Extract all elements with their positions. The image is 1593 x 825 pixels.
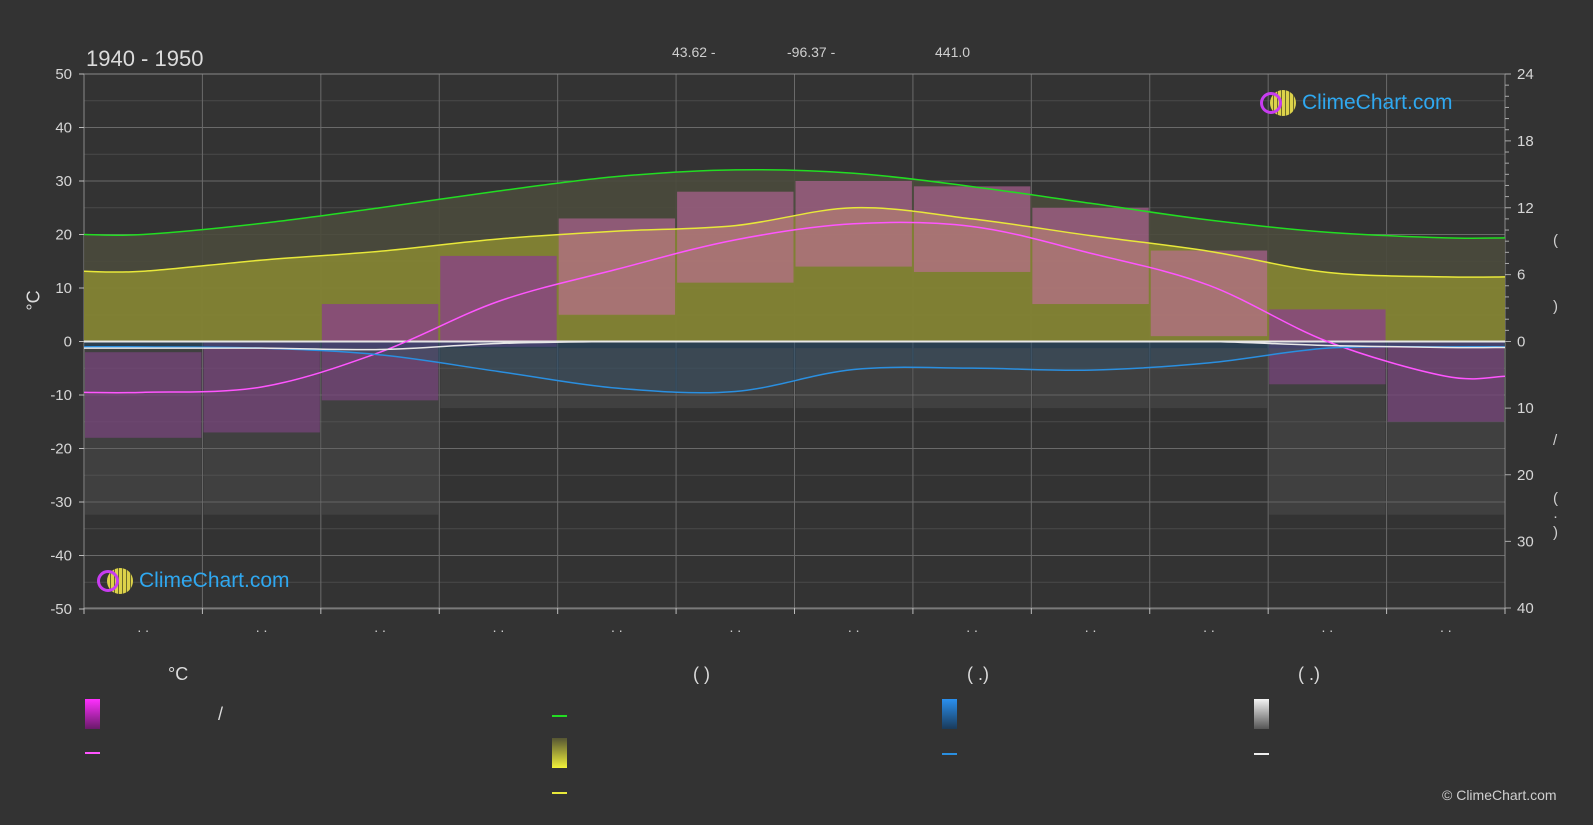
legend-temp-header: °C (168, 664, 189, 684)
temp-range-bar (1387, 341, 1504, 422)
right-tick-label: 30 (1517, 533, 1534, 550)
snow-bar (558, 348, 676, 409)
snow-bar (1269, 348, 1386, 515)
left-tick-label: -30 (50, 494, 72, 511)
right-tick-label: 24 (1517, 66, 1534, 83)
copyright: © ClimeChart.com (1442, 787, 1557, 803)
logo-ring-icon (97, 570, 119, 592)
rain-area (84, 341, 1505, 393)
month-tick-label: . . (493, 619, 505, 635)
legend-daylight-swatch (552, 715, 567, 717)
legend-snow-mean-swatch (1254, 753, 1269, 755)
left-tick-label: 20 (55, 227, 72, 244)
snow-bar (1387, 348, 1504, 515)
legend-rain-mean-swatch (942, 753, 957, 755)
month-tick-label: . . (966, 619, 978, 635)
month-tick-label: . . (256, 619, 268, 635)
month-tick-label: . . (611, 619, 623, 635)
snow-bar (321, 348, 439, 515)
chart-lines (83, 168, 1506, 394)
sunshine-line (83, 206, 1506, 278)
right-axis-glyph: · (1553, 508, 1558, 525)
legend-sunshine-mean-swatch (552, 792, 567, 794)
temp-mean-line (83, 221, 1506, 394)
snow-line (84, 340, 1506, 351)
left-tick-label: -10 (50, 387, 72, 404)
right-tick-label: 12 (1517, 200, 1534, 217)
left-tick-label: 30 (55, 173, 72, 190)
left-axis-label: °C (23, 290, 44, 311)
right-tick-label: 10 (1517, 400, 1534, 417)
elevation-label: 441.0 (935, 44, 971, 60)
month-tick-label: . . (848, 619, 860, 635)
right-tick-label: 6 (1517, 267, 1525, 284)
legend-slash: / (218, 704, 224, 724)
legend-temp-mean-swatch (85, 752, 100, 754)
snow-bar (203, 348, 320, 515)
watermark-bottom: ClimeChart.com (97, 568, 290, 594)
legend-snow-swatch (1254, 699, 1269, 729)
left-tick-label: -20 (50, 441, 72, 458)
right-axis-glyph: ) (1553, 524, 1558, 541)
longitude-label: -96.37 - (787, 44, 836, 60)
snow-bar (795, 348, 912, 409)
chart-title: 1940 - 1950 (86, 46, 204, 71)
right-axis-glyph: ( (1553, 490, 1558, 507)
right-tick-label: 18 (1517, 133, 1534, 150)
rain-line (83, 345, 1506, 394)
watermark-top: ClimeChart.com (1260, 90, 1453, 116)
month-tick-label: . . (1203, 619, 1215, 635)
left-tick-label: 10 (55, 280, 72, 297)
logo-ring-icon (1260, 92, 1282, 114)
month-tick-label: . . (1085, 619, 1097, 635)
right-tick-label: 0 (1517, 334, 1525, 351)
legend-rain-swatch (942, 699, 957, 729)
month-tick-label: . . (137, 619, 149, 635)
left-tick-label: -50 (50, 601, 72, 618)
temp-range-bar (1150, 250, 1268, 337)
temp-range-bar (558, 218, 676, 315)
snow-bar (85, 348, 202, 515)
axis-ticks: 50 40 30 20 10 0 -10 -20 -30 -40 -50 24 18 12 6 0 10 20 30… (50, 66, 1533, 635)
right-axis-glyph: / (1553, 432, 1558, 449)
right-axis-glyph: ( (1553, 232, 1558, 249)
right-axis-glyph: ) (1553, 298, 1558, 315)
right-tick-label: 20 (1517, 467, 1534, 484)
snow-bar (1032, 348, 1149, 409)
left-tick-label: -40 (50, 548, 72, 565)
watermark-text: ClimeChart.com (1302, 91, 1453, 114)
temp-range-bar (1032, 207, 1149, 305)
month-tick-label: . . (1322, 619, 1334, 635)
month-tick-label: . . (1440, 619, 1452, 635)
month-tick-label: . . (729, 619, 741, 635)
legend-sun-header: ( ) (693, 664, 710, 684)
month-tick-label: . . (374, 619, 386, 635)
left-tick-label: 50 (55, 66, 72, 83)
chart-fills (84, 169, 1505, 515)
watermark-text: ClimeChart.com (139, 569, 290, 592)
right-tick-label: 40 (1517, 600, 1534, 617)
temp-range-bar (677, 191, 794, 283)
snow-bar (913, 348, 1031, 409)
latitude-label: 43.62 - (672, 44, 716, 60)
daylight-line (83, 168, 1506, 240)
temp-range-bar (85, 352, 202, 438)
legend-snow-header: ( .) (1298, 664, 1320, 684)
sunshine-area (84, 207, 1505, 342)
legend-rain-header: ( .) (967, 664, 989, 684)
legend-temp-range-swatch (85, 699, 100, 729)
legend-sunshine-swatch (552, 738, 567, 768)
left-tick-label: 0 (64, 334, 72, 351)
snow-bar (677, 348, 794, 409)
temp-range-bar (913, 186, 1031, 272)
left-tick-label: 40 (55, 120, 72, 137)
